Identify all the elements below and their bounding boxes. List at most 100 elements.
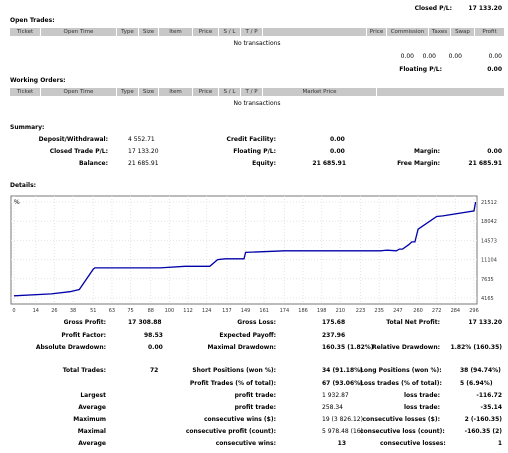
avg-wins-label: consecutive wins: [215, 440, 276, 447]
free-margin-label: Free Margin: [397, 160, 440, 167]
col-item: Item [158, 28, 192, 36]
working-orders-header: Ticket Open Time Type Size Item Price S … [10, 88, 504, 96]
y-tick-label: 4165 [481, 296, 494, 302]
maximum-label: Maximum [73, 416, 106, 423]
x-tick-label: 0 [12, 308, 15, 314]
gross-loss-value: 175.68 [322, 319, 346, 326]
col-type: Type [116, 88, 138, 96]
gross-profit-label: Gross Profit: [63, 319, 106, 326]
col-taxes: Taxes [428, 28, 450, 36]
x-tick-label: 247 [393, 308, 403, 314]
deposit-value: 4 552.71 [128, 136, 155, 143]
col-size: Size [138, 28, 158, 36]
x-tick-label: 284 [451, 308, 461, 314]
gross-loss-label: Gross Loss: [237, 319, 276, 326]
col-open-time: Open Time [40, 88, 116, 96]
total-trades-value: 72 [150, 367, 159, 374]
x-tick-label: 272 [432, 308, 442, 314]
x-tick-label: 14 [33, 308, 39, 314]
open-trades-header: Ticket Open Time Type Size Item Price S … [10, 28, 504, 36]
max-losses-value: 2 (-160.35) [464, 416, 502, 423]
x-tick-label: 63 [109, 308, 115, 314]
avg-loss-label: loss trade: [403, 404, 440, 411]
y-tick-label: 11104 [481, 258, 497, 264]
x-axis-ticks: 0 14 26 38 51 63 75 88 100 112 124 137 149 161 174 186 1… [12, 308, 478, 314]
equity-value: 21 685.91 [312, 160, 346, 167]
col-ticket: Ticket [16, 29, 34, 35]
average2-label: Average [78, 440, 106, 447]
closed-trade-label: Closed Trade P/L: [49, 148, 108, 155]
credit-value: 0.00 [330, 136, 345, 143]
long-positions-value: 38 (94.74%) [460, 367, 501, 374]
commission-total: 0.00 [400, 53, 414, 60]
col-tp: T / P [240, 28, 262, 36]
avg-wins-value: 13 [337, 440, 346, 447]
y-axis-ticks: 21512 18042 14573 11104 7635 4165 [481, 200, 497, 302]
col-ticket: Ticket [16, 89, 34, 95]
largest-loss-value: -116.72 [476, 392, 502, 399]
chart-corner-label: % [14, 199, 20, 206]
maximal-drawdown-value: 160.35 (1.82%) [322, 344, 374, 351]
summary-floating-label: Floating P/L: [233, 148, 276, 155]
y-tick-label: 14573 [481, 238, 497, 244]
balance-value: 21 685.91 [128, 160, 159, 167]
margin-value: 0.00 [487, 148, 502, 155]
col-blank [262, 28, 366, 36]
max-loss-count-label: consecutive loss (count): [360, 428, 445, 435]
y-tick-label: 21512 [481, 200, 497, 206]
x-tick-label: 124 [202, 308, 212, 314]
max-profit-count-label: consecutive profit (count): [185, 428, 276, 435]
floating-pl-value: 0.00 [487, 66, 502, 73]
col-sl: S / L [218, 28, 240, 36]
short-positions-label: Short Positions (won %): [192, 367, 276, 374]
col-price-2: Price [366, 28, 386, 36]
col-profit: Profit [474, 28, 504, 36]
col-size: Size [138, 88, 158, 96]
closed-trade-value: 17 133.20 [128, 148, 159, 155]
col-tp: T / P [240, 88, 262, 96]
largest-loss-label: loss trade: [403, 392, 440, 399]
x-tick-label: 210 [336, 308, 346, 314]
average-label: Average [78, 404, 106, 411]
vertical-gridlines [13, 196, 475, 304]
profit-trades-value: 67 (93.06%) [322, 380, 363, 387]
max-profit-count-value: 5 978.48 (16) [322, 428, 363, 435]
avg-losses-value: 1 [497, 440, 502, 447]
max-wins-label: consecutive wins ($): [203, 416, 276, 423]
deposit-label: Deposit/Withdrawal: [38, 136, 108, 143]
taxes-total: 0.00 [422, 53, 436, 60]
x-tick-label: 223 [356, 308, 366, 314]
balance-line [13, 201, 477, 297]
max-losses-label: consecutive losses ($): [362, 416, 440, 423]
x-tick-label: 198 [317, 308, 327, 314]
summary-floating-value: 0.00 [330, 148, 345, 155]
x-tick-label: 112 [183, 308, 193, 314]
avg-loss-value: -35.14 [480, 404, 502, 411]
total-net-value: 17 133.20 [468, 319, 502, 326]
profit-factor-value: 98.53 [144, 332, 163, 339]
avg-profit-label: profit trade: [234, 404, 276, 411]
col-blank [376, 88, 504, 96]
x-tick-label: 260 [413, 308, 423, 314]
avg-losses-label: consecutive losses: [380, 440, 446, 447]
summary-title: Summary: [10, 124, 45, 131]
col-price: Price [192, 88, 218, 96]
absolute-drawdown-value: 0.00 [148, 344, 163, 351]
gross-profit-value: 17 308.88 [128, 319, 162, 326]
profit-factor-label: Profit Factor: [61, 332, 106, 339]
equity-label: Equity: [252, 160, 276, 167]
free-margin-value: 21 685.91 [468, 160, 502, 167]
x-tick-label: 174 [280, 308, 290, 314]
avg-profit-value: 258.34 [322, 404, 343, 411]
closed-pl-value: 17 133.20 [468, 5, 502, 12]
details-title: Details: [10, 182, 37, 189]
relative-drawdown-label: Relative Drawdown: [372, 344, 440, 351]
plot-area [10, 195, 478, 305]
max-loss-count-value: -160.35 (2) [464, 428, 502, 435]
floating-pl-label: Floating P/L: [399, 66, 442, 73]
y-tick-label: 7635 [481, 277, 494, 283]
col-open-time: Open Time [40, 28, 116, 36]
swap-total: 0.00 [448, 53, 462, 60]
col-price: Price [192, 28, 218, 36]
col-swap: Swap [450, 28, 474, 36]
